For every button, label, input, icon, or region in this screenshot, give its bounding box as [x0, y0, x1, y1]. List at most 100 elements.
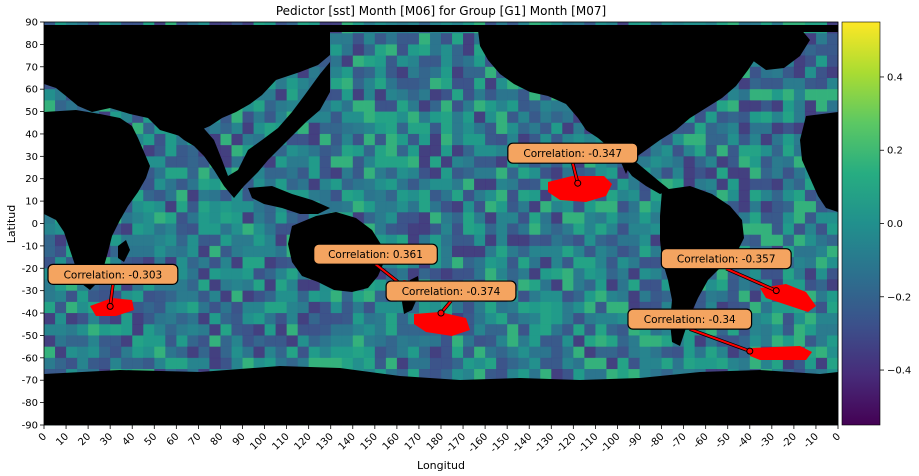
ocean-cell — [286, 178, 299, 191]
ocean-cell — [363, 301, 376, 314]
ocean-cell — [573, 369, 585, 381]
ocean-cell — [264, 167, 276, 180]
ocean-cell — [804, 313, 817, 325]
ocean-cell — [617, 167, 629, 180]
ocean-cell — [374, 313, 387, 325]
ocean-cell — [672, 167, 685, 180]
ocean-cell — [452, 55, 464, 68]
ocean-cell — [573, 301, 585, 314]
ocean-cell — [771, 223, 784, 236]
ocean-cell — [496, 77, 508, 90]
ocean-cell — [738, 167, 751, 180]
ocean-cell — [407, 66, 420, 79]
ocean-cell — [551, 234, 563, 247]
ocean-cell — [496, 212, 508, 224]
ocean-cell — [551, 122, 563, 135]
ocean-cell — [363, 212, 376, 224]
ocean-cell — [253, 279, 265, 292]
y-tick-label: 40 — [25, 129, 38, 140]
ocean-cell — [518, 313, 530, 325]
ocean-cell — [727, 189, 740, 202]
ocean-cell — [374, 212, 387, 224]
ocean-cell — [584, 234, 596, 247]
ocean-cell — [540, 189, 552, 202]
ocean-cell — [452, 212, 464, 224]
ocean-cell — [595, 335, 607, 348]
ocean-cell — [275, 279, 288, 292]
ocean-cell — [804, 357, 817, 370]
ocean-cell — [110, 223, 122, 236]
ocean-cell — [385, 346, 398, 359]
ocean-cell — [738, 145, 751, 157]
ocean-cell — [319, 313, 332, 325]
ocean-cell — [198, 290, 210, 303]
ocean-cell — [176, 234, 188, 247]
ocean-cell — [771, 167, 784, 180]
ocean-cell — [727, 301, 740, 314]
ocean-cell — [804, 335, 817, 348]
ocean-cell — [507, 324, 519, 336]
ocean-cell — [485, 223, 497, 236]
ocean-cell — [374, 201, 387, 213]
ocean-cell — [771, 89, 784, 101]
ocean-cell — [496, 324, 508, 336]
ocean-cell — [727, 335, 740, 348]
ocean-cell — [650, 245, 662, 258]
ocean-cell — [352, 313, 365, 325]
ocean-cell — [385, 111, 398, 124]
land-mask — [44, 25, 838, 425]
ocean-cell — [110, 234, 122, 247]
y-tick-label: 70 — [25, 62, 38, 73]
ocean-cell — [264, 268, 276, 280]
ocean-cell — [231, 122, 243, 135]
colorbar-ticks: 0.40.20.0−0.2−0.4 — [880, 72, 911, 377]
ocean-cell — [793, 100, 806, 112]
ocean-cell — [143, 279, 155, 292]
ocean-cell — [352, 212, 365, 224]
ocean-cell — [242, 245, 254, 258]
ocean-cell — [738, 223, 751, 236]
ocean-cell — [826, 66, 839, 79]
ocean-cell — [771, 133, 784, 146]
ocean-cell — [374, 77, 387, 90]
ocean-cell — [518, 201, 530, 213]
ocean-cell — [132, 313, 144, 325]
ocean-cell — [628, 357, 640, 370]
ocean-cell — [264, 335, 276, 348]
ocean-cell — [562, 257, 574, 269]
x-tick-label: -60 — [691, 431, 710, 450]
ocean-cell — [749, 212, 762, 224]
ocean-cell — [815, 290, 828, 303]
ocean-cell — [727, 89, 740, 101]
ocean-cell — [749, 156, 762, 168]
ocean-cell — [485, 111, 497, 124]
ocean-cell — [540, 178, 552, 191]
ocean-cell — [231, 189, 243, 202]
ocean-cell — [496, 301, 508, 314]
ocean-cell — [474, 346, 486, 359]
annotation-box — [507, 142, 639, 164]
ocean-cell — [485, 212, 497, 224]
ocean-cell — [44, 257, 56, 269]
x-tick-label: 60 — [165, 431, 182, 448]
ocean-cell — [562, 279, 574, 292]
ocean-cell — [694, 167, 707, 180]
ocean-cell — [242, 324, 254, 336]
ocean-cell — [242, 122, 254, 135]
ocean-cell — [385, 369, 398, 381]
ocean-cell — [584, 324, 596, 336]
ocean-cell — [474, 133, 486, 146]
ocean-cell — [429, 335, 442, 348]
ocean-cell — [540, 223, 552, 236]
ocean-cell — [782, 223, 795, 236]
ocean-cell — [209, 167, 221, 180]
ocean-cell — [661, 357, 673, 370]
ocean-cell — [264, 279, 276, 292]
ocean-cell — [452, 122, 464, 135]
ocean-cell — [253, 234, 265, 247]
ocean-cell — [694, 178, 707, 191]
ocean-cell — [738, 324, 751, 336]
ocean-cell — [463, 212, 475, 224]
ocean-cell — [683, 357, 696, 370]
ocean-cell — [562, 223, 574, 236]
